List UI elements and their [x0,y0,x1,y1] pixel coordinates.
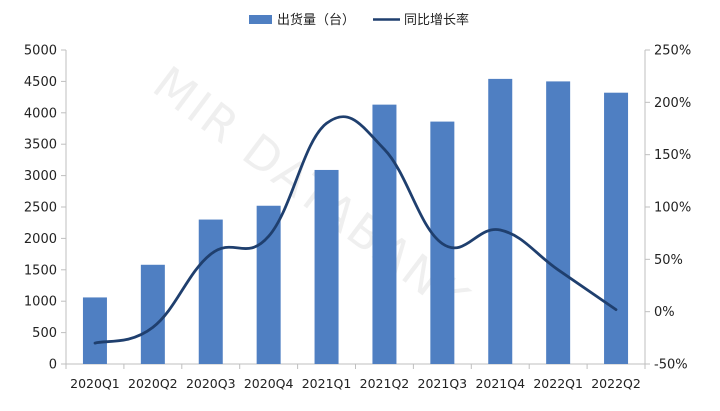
x-tick-label: 2022Q2 [591,376,641,391]
y-left-tick-label: 3000 [24,169,57,184]
bar [256,205,281,364]
y-right-tick-label: 100% [654,201,691,216]
x-tick-label: 2021Q3 [418,376,468,391]
x-tick-label: 2021Q1 [302,376,352,391]
legend-line-label: 同比增长率 [404,12,469,28]
y-left-tick-label: 1000 [24,295,57,310]
legend-bar-swatch [249,15,272,24]
y-right-tick-label: 250% [654,44,691,59]
legend: 出货量（台） 同比增长率 [249,12,469,28]
y-left-tick-label: 4500 [24,75,57,90]
y-left-tick-label: 0 [49,358,57,373]
x-tick-label: 2020Q1 [70,376,120,391]
y-right-tick-label: 0% [654,305,675,320]
y-right-tick-label: 200% [654,96,691,111]
y-left-tick-label: 5000 [24,44,57,59]
bar [372,104,397,365]
bar [140,264,165,364]
bar [604,92,629,364]
y-left-tick-label: 3500 [24,138,57,153]
x-tick-label: 2022Q1 [533,376,583,391]
plot-area: 0 500 1000 1500 2000 2500 3000 3500 4000 4500 5000… [24,44,691,392]
y-right-tick-label: -50% [654,358,688,373]
y-left-tick-label: 2000 [24,232,57,247]
x-tick-label: 2020Q4 [244,376,294,391]
y-left-tick-label: 2500 [24,201,57,216]
y-right-tick-label: 150% [654,148,691,163]
y-left-tick-label: 1500 [24,263,57,278]
bar [488,78,513,364]
growth-rate-line [93,115,618,345]
x-tick-label: 2021Q2 [360,376,410,391]
x-tick-label: 2020Q2 [128,376,178,391]
bar [198,219,223,364]
y-left-tick-label: 500 [32,326,57,341]
watermark: MIR DATABANK [143,56,481,329]
bar [546,81,571,365]
bar [82,297,107,364]
bar [314,169,339,364]
x-tick-label: 2021Q4 [475,376,525,391]
legend-bar-label: 出货量（台） [277,12,355,28]
y-left-tick-label: 4000 [24,106,57,121]
y-right-tick-label: 50% [654,253,683,268]
x-tick-label: 2020Q3 [186,376,236,391]
